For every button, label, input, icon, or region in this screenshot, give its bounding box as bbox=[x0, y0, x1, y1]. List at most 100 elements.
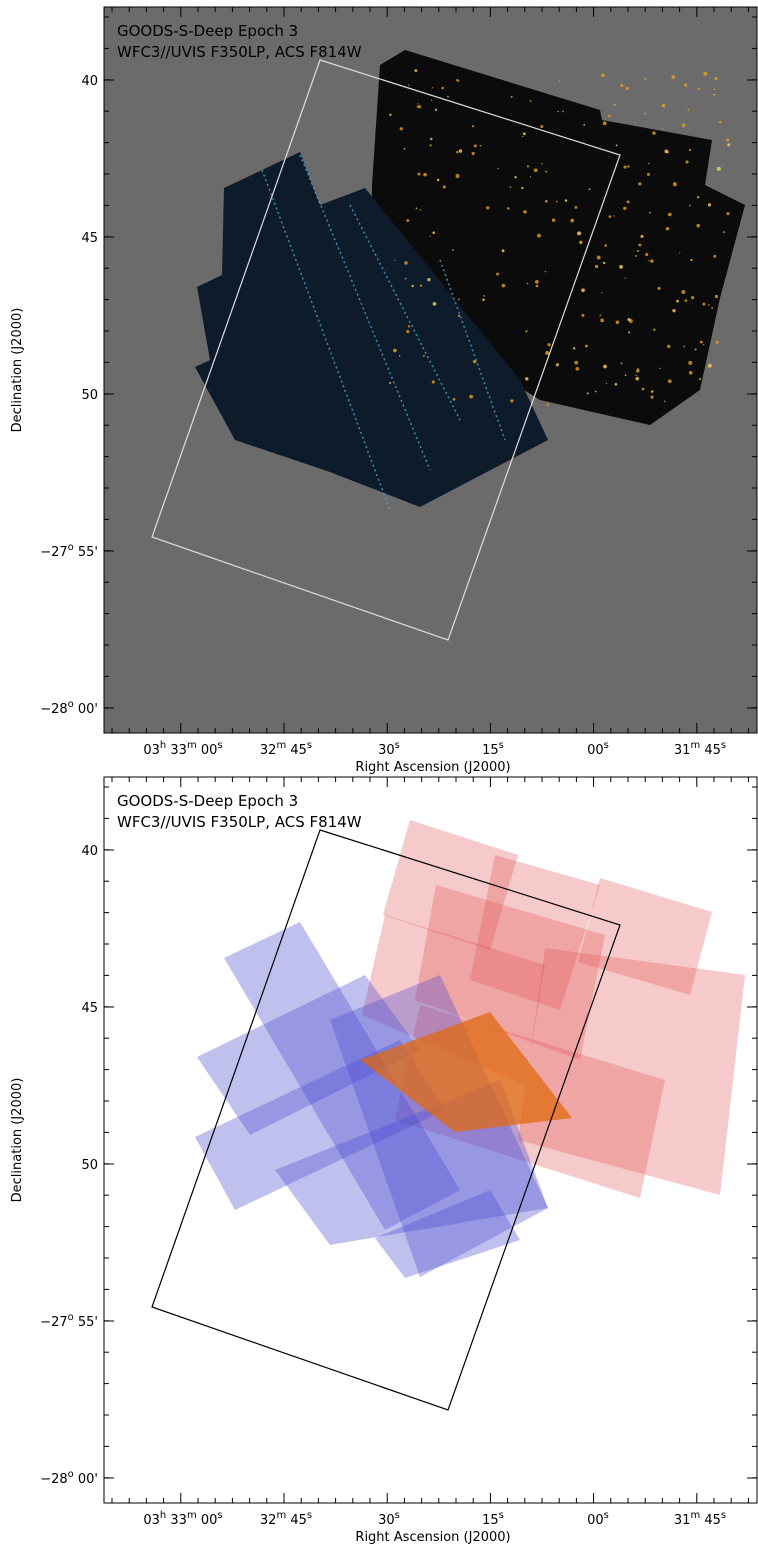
star bbox=[526, 282, 529, 285]
star bbox=[564, 199, 568, 202]
star bbox=[641, 387, 645, 391]
star bbox=[570, 218, 575, 223]
star bbox=[574, 360, 579, 365]
label-part: 45 bbox=[700, 743, 721, 758]
star bbox=[661, 103, 666, 108]
star bbox=[681, 289, 686, 294]
star bbox=[432, 302, 437, 306]
star bbox=[555, 363, 559, 367]
star bbox=[648, 163, 650, 165]
star bbox=[417, 105, 422, 109]
star bbox=[392, 348, 397, 353]
star bbox=[608, 215, 612, 218]
star bbox=[403, 147, 406, 150]
label-part: 55' bbox=[74, 1315, 98, 1330]
star bbox=[469, 394, 474, 399]
superscript: s bbox=[604, 740, 609, 751]
star bbox=[697, 196, 700, 199]
star bbox=[627, 165, 630, 168]
label-part: 31 bbox=[674, 1513, 691, 1528]
star bbox=[558, 80, 561, 82]
star bbox=[526, 165, 530, 168]
star bbox=[694, 348, 697, 351]
star bbox=[436, 178, 440, 182]
star bbox=[662, 127, 664, 129]
superscript: o bbox=[68, 699, 74, 710]
y-tick-label: 45 bbox=[81, 231, 98, 246]
star bbox=[404, 277, 407, 280]
star bbox=[389, 382, 392, 385]
star bbox=[427, 278, 431, 282]
label-part: 00 bbox=[587, 743, 604, 758]
star bbox=[676, 299, 679, 303]
label-part: −27 bbox=[40, 1315, 67, 1330]
label-part: 03 bbox=[143, 743, 160, 758]
star bbox=[626, 200, 630, 204]
label-part: 33 bbox=[166, 1513, 187, 1528]
label-part: 45 bbox=[286, 1513, 307, 1528]
star bbox=[707, 203, 712, 207]
star bbox=[650, 395, 654, 399]
star bbox=[496, 272, 499, 276]
star bbox=[698, 377, 702, 380]
star bbox=[419, 209, 421, 211]
star bbox=[545, 170, 548, 173]
y-tick-label: −27o 55' bbox=[40, 1312, 98, 1330]
star bbox=[599, 314, 602, 317]
star bbox=[651, 390, 654, 393]
star bbox=[546, 403, 549, 407]
star bbox=[497, 167, 499, 170]
star bbox=[657, 286, 661, 290]
x-tick-label: 15s bbox=[482, 740, 504, 758]
x-tick-label: 15s bbox=[482, 1510, 504, 1528]
acs-tile bbox=[415, 885, 605, 1060]
label-part: 00' bbox=[74, 1472, 98, 1487]
y-tick-label: 45 bbox=[81, 1001, 98, 1016]
star bbox=[442, 185, 446, 189]
star bbox=[509, 186, 512, 189]
label-part: −28 bbox=[40, 702, 67, 717]
star bbox=[603, 364, 607, 369]
x-axis-label: Right Ascension (J2000) bbox=[355, 1530, 510, 1545]
label-part: 00' bbox=[74, 702, 98, 717]
star bbox=[649, 211, 652, 214]
star bbox=[672, 182, 677, 187]
star bbox=[417, 103, 419, 105]
y-tick-label: 50 bbox=[81, 1158, 98, 1173]
star bbox=[457, 298, 460, 301]
star bbox=[602, 121, 607, 126]
star bbox=[414, 69, 418, 73]
star bbox=[683, 345, 686, 348]
uvis-tile bbox=[330, 975, 548, 1277]
star bbox=[608, 114, 611, 118]
star bbox=[703, 71, 708, 76]
star bbox=[628, 331, 631, 334]
star bbox=[431, 380, 435, 384]
label-part: 30 bbox=[378, 1513, 395, 1528]
star bbox=[601, 292, 603, 294]
star bbox=[529, 176, 532, 178]
star bbox=[529, 100, 532, 102]
star bbox=[613, 103, 616, 106]
star bbox=[510, 399, 514, 403]
y-tick-label: 40 bbox=[81, 74, 98, 89]
star bbox=[664, 149, 669, 154]
star bbox=[697, 87, 701, 90]
star bbox=[640, 234, 644, 238]
superscript: m bbox=[276, 740, 286, 751]
star bbox=[584, 344, 588, 348]
star bbox=[708, 304, 710, 306]
label-part: 40 bbox=[81, 74, 98, 89]
panel-title: GOODS-S-Deep Epoch 3 bbox=[117, 792, 298, 810]
streak bbox=[299, 154, 431, 471]
star bbox=[514, 176, 517, 179]
star bbox=[456, 151, 459, 154]
label-part: 15 bbox=[482, 1513, 499, 1528]
star bbox=[623, 165, 627, 169]
uvis-tile bbox=[195, 1040, 445, 1210]
star bbox=[455, 174, 460, 178]
star bbox=[588, 188, 591, 191]
star bbox=[672, 308, 676, 313]
star bbox=[458, 149, 463, 153]
